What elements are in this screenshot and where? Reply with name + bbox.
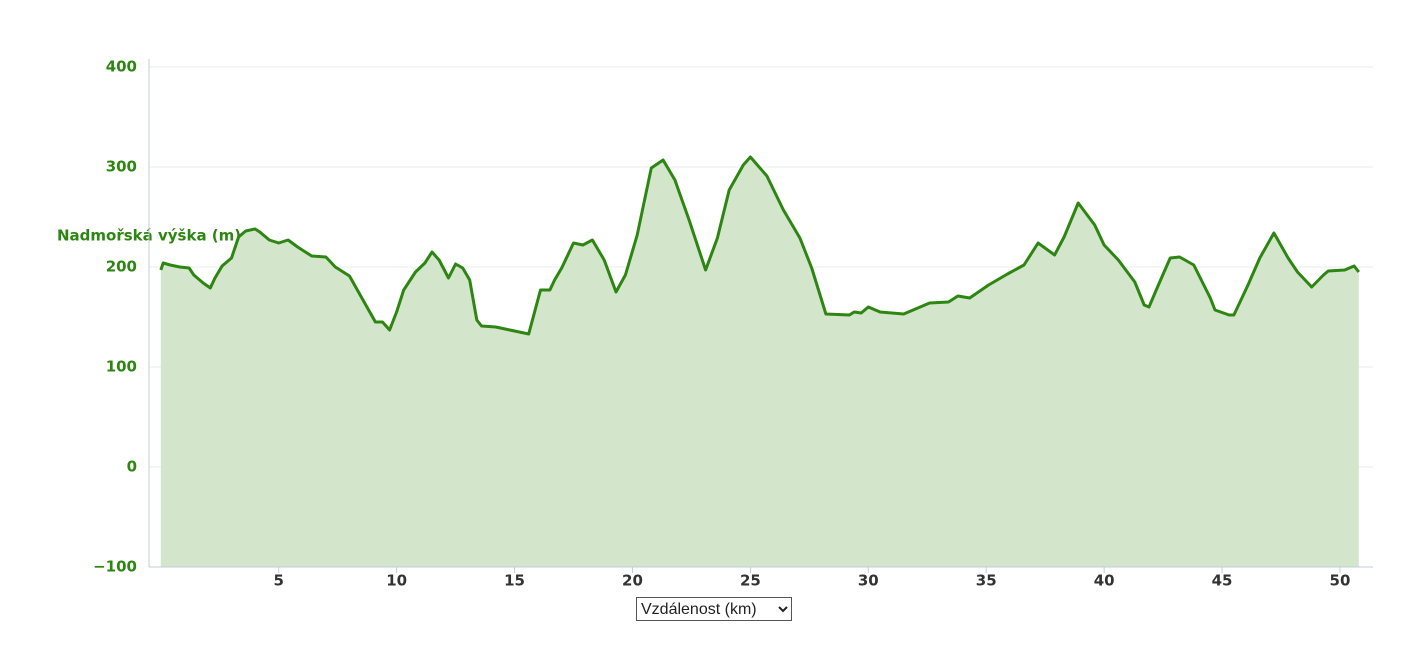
area <box>160 157 1359 567</box>
x-tick-label: 45 <box>1212 572 1233 590</box>
x-tick-label: 15 <box>504 572 525 590</box>
y-tick-label: 400 <box>106 58 137 76</box>
x-tick-label: 5 <box>273 572 283 590</box>
line <box>159 155 1360 336</box>
x-axis-select[interactable]: Vzdálenost (km) <box>636 597 792 621</box>
y-tick-label: 300 <box>106 158 137 176</box>
x-tick-label: 10 <box>386 572 407 590</box>
x-tick-label: 30 <box>858 572 879 590</box>
x-tick-label: 35 <box>976 572 997 590</box>
y-tick-label: 200 <box>106 258 137 276</box>
x-tick-label: 50 <box>1330 572 1351 590</box>
x-tick-label: 25 <box>740 572 761 590</box>
x-tick-label: 40 <box>1094 572 1115 590</box>
y-tick-label: −100 <box>93 558 137 576</box>
y-tick-label: 0 <box>127 458 137 476</box>
x-tick-label: 20 <box>622 572 643 590</box>
y-tick-label: 100 <box>106 358 137 376</box>
